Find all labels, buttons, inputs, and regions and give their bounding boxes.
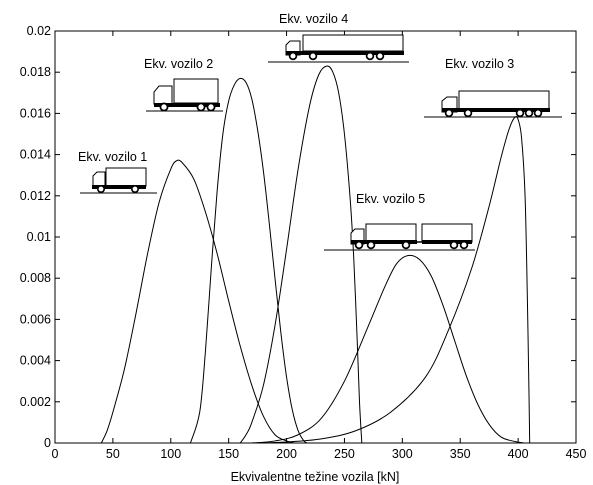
series-line-5 [251, 254, 524, 444]
x-axis: 0 50 100 150 200 250 300 350 400 450 [52, 31, 587, 461]
y-tick-label: 0.008 [20, 271, 51, 285]
truck-2-axle-icon [80, 167, 157, 194]
annotation-vozilo-1: Ekv. vozilo 1 [78, 150, 157, 194]
series-line-2 [189, 77, 308, 444]
y-tick-label: 0.016 [20, 106, 51, 120]
truck-trailer-5-axle-icon [424, 90, 562, 118]
x-tick-label: 100 [160, 447, 181, 461]
x-tick-label: 50 [106, 447, 120, 461]
curves [100, 65, 531, 444]
x-tick-label: 250 [334, 447, 355, 461]
series-line-1 [100, 159, 295, 444]
annotation-label-vozilo-4: Ekv. vozilo 4 [279, 12, 348, 26]
x-tick-label: 300 [392, 447, 413, 461]
x-tick-label: 400 [508, 447, 529, 461]
y-tick-label: 0.004 [20, 354, 51, 368]
x-axis-title: Ekvivalentne težine vozila [kN] [231, 470, 400, 484]
truck-trailer-4-axle-icon [268, 34, 409, 63]
x-tick-label: 150 [218, 447, 239, 461]
annotation-label-vozilo-1: Ekv. vozilo 1 [78, 150, 147, 164]
y-tick-label: 0.012 [20, 189, 51, 203]
y-tick-label: 0.018 [20, 65, 51, 79]
y-tick-label: 0 [44, 436, 51, 450]
x-tick-label: 450 [566, 447, 587, 461]
annotation-label-vozilo-5: Ekv. vozilo 5 [356, 192, 425, 206]
y-axis: 0 0.002 0.004 0.006 0.008 0.01 0.012 0.014 0.016… [20, 24, 576, 450]
truck-3-axle-icon [146, 78, 223, 112]
annotation-vozilo-4: Ekv. vozilo 4 [268, 12, 409, 63]
x-tick-label: 200 [276, 447, 297, 461]
y-tick-label: 0.014 [20, 148, 51, 162]
series-line-4 [251, 116, 531, 444]
annotation-vozilo-5: Ekv. vozilo 5 [324, 192, 475, 251]
y-tick-label: 0.01 [27, 230, 51, 244]
annotation-vozilo-3: Ekv. vozilo 3 [424, 57, 562, 118]
annotation-vozilo-2: Ekv. vozilo 2 [144, 57, 223, 112]
y-tick-label: 0.002 [20, 395, 51, 409]
y-tick-label: 0.006 [20, 312, 51, 326]
x-tick-label: 0 [52, 447, 59, 461]
series-line-3 [239, 65, 363, 444]
truck-drawbar-trailer-icon [324, 223, 475, 251]
x-tick-label: 350 [450, 447, 471, 461]
annotation-label-vozilo-2: Ekv. vozilo 2 [144, 57, 213, 71]
annotation-label-vozilo-3: Ekv. vozilo 3 [445, 57, 514, 71]
y-tick-label: 0.02 [27, 24, 51, 38]
